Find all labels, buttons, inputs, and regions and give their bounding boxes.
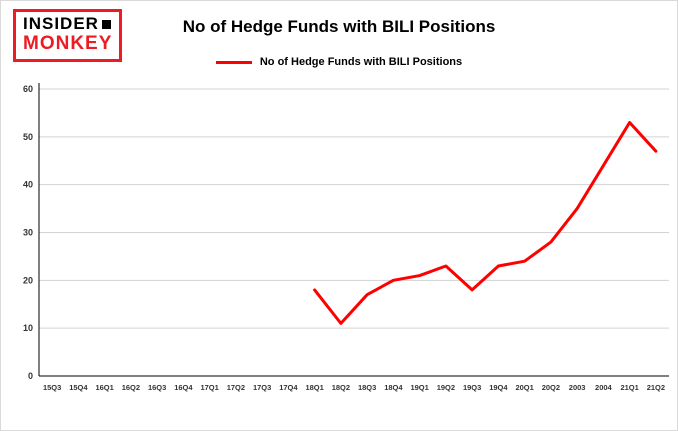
x-tick-label: 19Q2 <box>437 383 455 392</box>
legend-line-swatch <box>215 60 252 64</box>
x-tick-label: 17Q3 <box>253 383 271 392</box>
chart-legend: No of Hedge Funds with BILI Positions <box>1 56 677 68</box>
gridlines <box>39 88 669 329</box>
x-tick-label: 16Q4 <box>174 383 193 392</box>
x-tick-label: 20Q2 <box>542 383 560 392</box>
x-tick-label: 21Q2 <box>647 383 665 392</box>
x-tick-label: 18Q4 <box>384 383 403 392</box>
x-tick-label: 15Q4 <box>69 383 88 392</box>
y-tick-label: 60 <box>23 84 33 94</box>
x-tick-label: 16Q3 <box>148 383 166 392</box>
y-axis-labels: 0 10 20 30 40 50 60 <box>23 84 33 381</box>
x-tick-label: 20Q1 <box>515 383 533 392</box>
x-tick-label: 19Q4 <box>489 383 508 392</box>
y-tick-label: 20 <box>23 275 33 285</box>
y-tick-label: 0 <box>28 371 33 381</box>
x-tick-label: 17Q2 <box>227 383 245 392</box>
chart-title: No of Hedge Funds with BILI Positions <box>182 17 496 36</box>
x-tick-label: 2004 <box>595 383 613 392</box>
x-tick-label: 17Q4 <box>279 383 298 392</box>
x-tick-label: 18Q2 <box>332 383 350 392</box>
y-tick-label: 10 <box>23 323 33 333</box>
logo-monkey-text: MONKEY <box>23 32 113 54</box>
x-tick-label: 17Q1 <box>200 383 218 392</box>
insider-monkey-logo: INSIDER MONKEY <box>13 9 123 62</box>
legend-label: No of Hedge Funds with BILI Positions <box>259 56 463 68</box>
y-tick-label: 40 <box>23 180 33 190</box>
x-tick-label: 16Q1 <box>95 383 113 392</box>
series-line <box>313 120 658 325</box>
y-tick-label: 50 <box>23 132 33 142</box>
x-tick-label: 18Q1 <box>305 383 323 392</box>
x-tick-label: 2003 <box>569 383 586 392</box>
x-tick-label: 19Q1 <box>410 383 428 392</box>
x-tick-label: 19Q3 <box>463 383 481 392</box>
logo-insider-text: INSIDER <box>23 14 99 33</box>
logo-square-mark <box>101 19 111 29</box>
line-chart: 0 10 20 30 40 50 60 15Q3 15Q4 16Q1 16Q2 16Q3 16Q4 17Q… <box>23 83 669 392</box>
x-tick-label: 15Q3 <box>43 383 61 392</box>
x-tick-label: 21Q1 <box>620 383 638 392</box>
x-axis-labels: 15Q3 15Q4 16Q1 16Q2 16Q3 16Q4 17Q1 17Q2 17Q3 17Q4… <box>43 383 665 392</box>
x-tick-label: 18Q3 <box>358 383 376 392</box>
y-tick-label: 30 <box>23 228 33 238</box>
x-tick-label: 16Q2 <box>122 383 140 392</box>
